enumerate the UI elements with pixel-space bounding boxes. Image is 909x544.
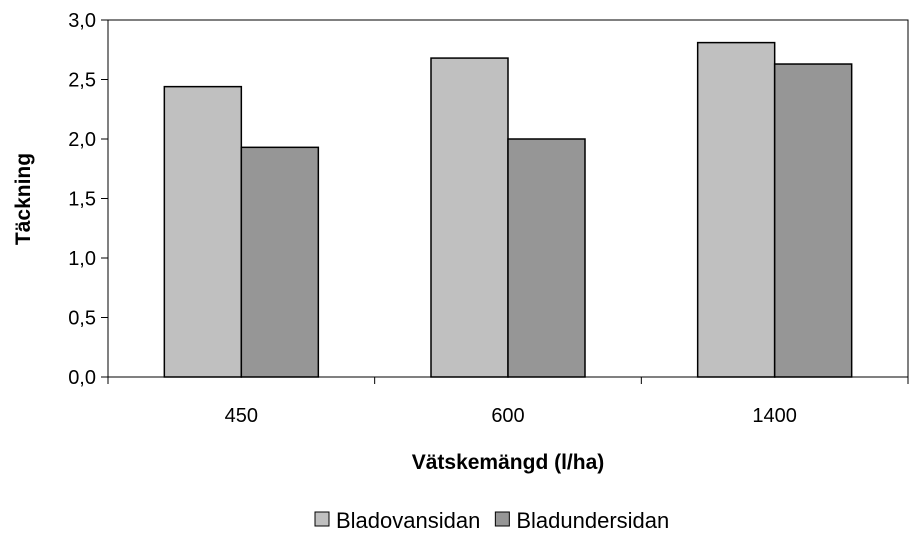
bar-bladundersidan-1400 — [773, 63, 853, 378]
y-tick-label: 3,0 — [68, 10, 96, 32]
bar-bladundersidan-600 — [507, 138, 586, 378]
x-axis-title: Vätskemängd (l/ha) — [412, 451, 605, 474]
legend-swatch-bladundersidan — [494, 511, 510, 527]
x-tick-label: 1400 — [752, 405, 797, 427]
y-tick-label: 1,5 — [68, 189, 96, 211]
bar-bladovansidan-600 — [430, 57, 509, 378]
bars-group — [163, 41, 853, 378]
y-axis-title: Täckning — [12, 153, 35, 245]
bar-bladundersidan-450 — [240, 146, 320, 378]
bar-bladovansidan-450 — [163, 85, 243, 378]
x-tick-label: 450 — [225, 405, 258, 427]
x-axis-ticks: 450 600 1400 — [107, 377, 909, 427]
y-tick-label: 0,0 — [68, 367, 96, 389]
legend-label-bladovansidan: Bladovansidan — [336, 508, 480, 533]
y-tick-label: 2,0 — [68, 129, 96, 151]
legend: Bladovansidan Bladundersidan — [314, 508, 669, 533]
x-tick-label: 600 — [491, 405, 524, 427]
y-tick-label: 2,5 — [68, 70, 96, 92]
legend-label-bladundersidan: Bladundersidan — [516, 508, 669, 533]
y-tick-label: 0,5 — [68, 308, 96, 330]
bar-bladovansidan-1400 — [696, 41, 776, 378]
y-tick-label: 1,0 — [68, 248, 96, 270]
y-axis-ticks: 0,0 0,5 1,0 1,5 2,0 2,5 3,0 — [68, 10, 108, 389]
legend-swatch-bladovansidan — [314, 511, 330, 527]
